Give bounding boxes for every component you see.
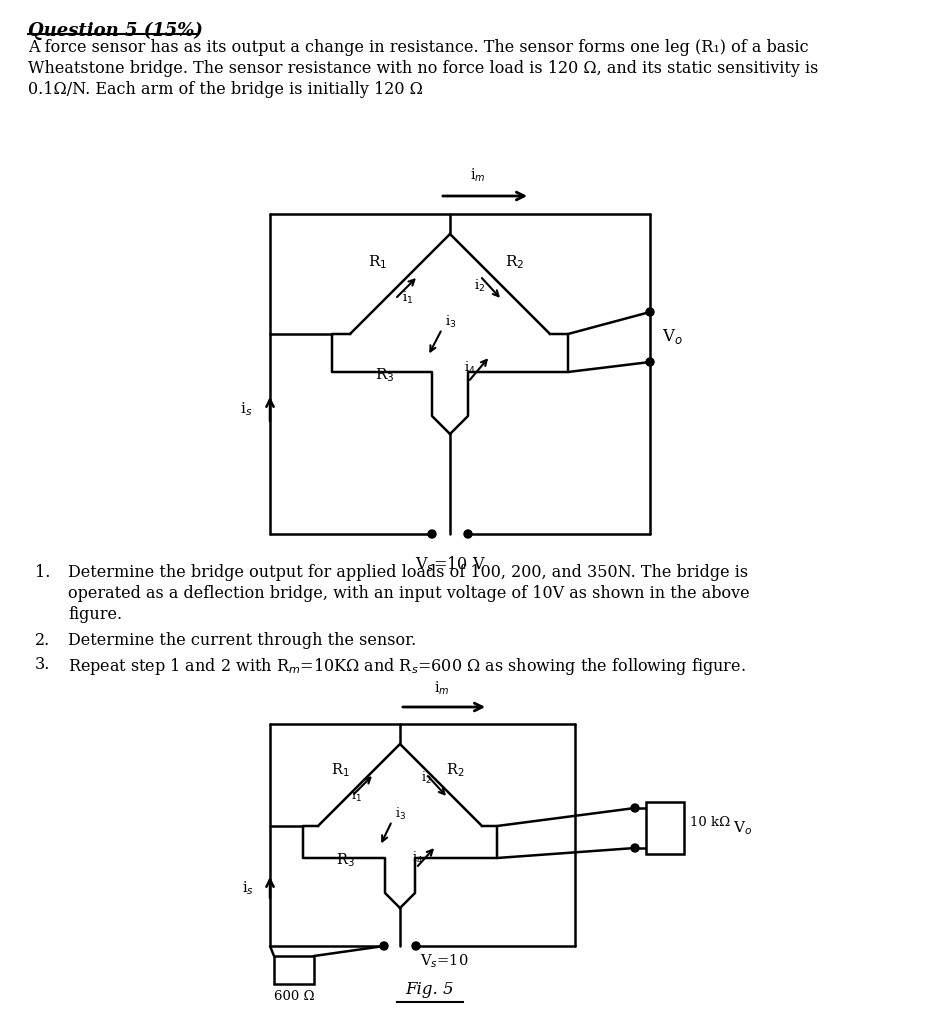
Text: R$_3$: R$_3$ (336, 851, 355, 868)
Text: 2.: 2. (35, 632, 50, 649)
Text: V$_o$: V$_o$ (733, 819, 753, 837)
Text: R$_2$: R$_2$ (505, 253, 524, 270)
Bar (274, 956, 314, 984)
Text: Repeat step 1 and 2 with R$_m$=10KΩ and R$_s$=600 Ω as showing the following fig: Repeat step 1 and 2 with R$_m$=10KΩ and … (68, 656, 746, 677)
Text: i$_s$: i$_s$ (242, 880, 254, 897)
Text: i$_1$: i$_1$ (402, 290, 413, 306)
Text: V$_o$: V$_o$ (662, 328, 683, 346)
Text: R$_1$: R$_1$ (369, 253, 388, 270)
Text: i$_1$: i$_1$ (351, 788, 361, 804)
Circle shape (631, 844, 639, 852)
Text: Fig. 5: Fig. 5 (406, 981, 454, 998)
Text: Determine the bridge output for applied loads of 100, 200, and 350N. The bridge : Determine the bridge output for applied … (68, 564, 748, 581)
Text: i$_3$: i$_3$ (445, 314, 457, 330)
Circle shape (428, 530, 436, 538)
Text: R$_3$: R$_3$ (375, 366, 394, 384)
Text: 10 kΩ: 10 kΩ (690, 815, 730, 828)
Text: operated as a deflection bridge, with an input voltage of 10V as shown in the ab: operated as a deflection bridge, with an… (68, 585, 750, 602)
Text: i$_3$: i$_3$ (395, 806, 406, 822)
Text: 3.: 3. (35, 656, 50, 673)
Text: i$_2$: i$_2$ (421, 770, 431, 786)
Text: 0.1Ω/N. Each arm of the bridge is initially 120 Ω: 0.1Ω/N. Each arm of the bridge is initia… (28, 81, 423, 98)
Text: Question 5 (15%): Question 5 (15%) (28, 22, 203, 40)
Bar (646, 802, 684, 854)
Text: V$_s$=10 V: V$_s$=10 V (414, 554, 485, 573)
Circle shape (380, 942, 388, 950)
Text: A force sensor has as its output a change in resistance. The sensor forms one le: A force sensor has as its output a chang… (28, 39, 809, 56)
Circle shape (631, 804, 639, 812)
Text: i$_2$: i$_2$ (474, 278, 485, 294)
Text: i$_m$: i$_m$ (470, 167, 485, 184)
Circle shape (646, 308, 654, 316)
Text: 600 Ω: 600 Ω (274, 990, 315, 1002)
Text: Wheatstone bridge. The sensor resistance with no force load is 120 Ω, and its st: Wheatstone bridge. The sensor resistance… (28, 60, 818, 77)
Text: R$_2$: R$_2$ (446, 761, 465, 778)
Text: Determine the current through the sensor.: Determine the current through the sensor… (68, 632, 416, 649)
Text: figure.: figure. (68, 606, 122, 623)
Text: R$_1$: R$_1$ (331, 761, 349, 778)
Text: i$_4$: i$_4$ (464, 360, 476, 376)
Text: i$_m$: i$_m$ (434, 680, 449, 697)
Circle shape (464, 530, 472, 538)
Text: V$_s$=10: V$_s$=10 (420, 952, 468, 970)
Text: i$_4$: i$_4$ (412, 850, 423, 866)
Circle shape (646, 358, 654, 366)
Text: i$_s$: i$_s$ (240, 400, 252, 418)
Text: 1.: 1. (35, 564, 50, 581)
Circle shape (412, 942, 420, 950)
